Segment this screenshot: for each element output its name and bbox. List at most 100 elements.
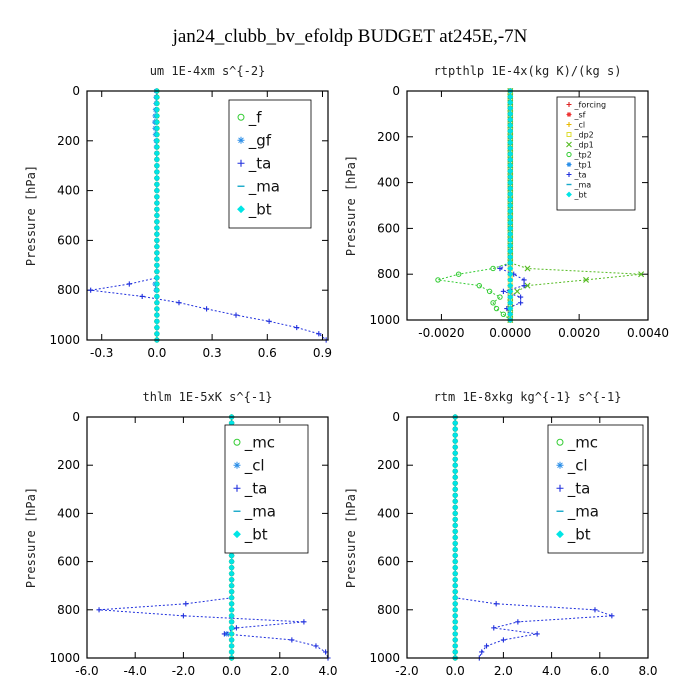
y-tick-label: 400 xyxy=(57,506,80,520)
legend-label: _ta xyxy=(244,480,268,499)
legend-marker xyxy=(233,484,241,492)
data-point xyxy=(497,294,503,300)
x-tick-label: 4.0 xyxy=(318,664,337,678)
y-tick-label: 200 xyxy=(377,130,400,144)
axis-ticks: -6.0 -4.0 -2.0 0.0 2.0 4.0 0 200 400 600 800 1000 xyxy=(49,410,337,678)
legend-item: _mc xyxy=(556,434,598,453)
data-point xyxy=(507,254,514,261)
data-point xyxy=(294,324,300,331)
data-point xyxy=(153,224,160,231)
data-point xyxy=(153,318,160,325)
y-tick-label: 1000 xyxy=(49,333,80,347)
data-point xyxy=(500,637,506,643)
data-point xyxy=(228,636,235,643)
data-point xyxy=(452,618,459,625)
data-point xyxy=(233,625,240,631)
x-tick-label: 2.0 xyxy=(270,664,289,678)
data-point xyxy=(490,300,496,306)
data-point xyxy=(483,643,490,649)
data-point xyxy=(452,504,459,511)
data-point xyxy=(497,265,503,272)
legend-item: _gf xyxy=(237,132,272,151)
legend-label: _dp2 xyxy=(574,130,594,139)
data-point xyxy=(452,570,459,577)
x-tick-label: 0.3 xyxy=(203,346,222,360)
data-point xyxy=(452,576,459,583)
data-point xyxy=(500,288,506,294)
axis-ticks: -0.3 0.0 0.3 0.6 0.9 0 200 400 600 800 1000 xyxy=(49,84,332,360)
data-point xyxy=(228,600,235,607)
data-point xyxy=(507,288,514,295)
legend-label: _ta xyxy=(574,170,587,179)
panel-title: thlm 1E-5xK s^{-1} xyxy=(142,390,272,404)
y-tick-label: 200 xyxy=(377,458,400,472)
plot-frame xyxy=(406,90,649,321)
data-point xyxy=(452,588,459,595)
legend-label: _forcing xyxy=(574,100,607,109)
data-point xyxy=(153,168,160,175)
data-point xyxy=(153,218,160,225)
data-point xyxy=(514,288,521,295)
data-point xyxy=(507,168,514,175)
data-point xyxy=(228,624,235,631)
data-point xyxy=(452,498,459,505)
data-point xyxy=(435,277,441,283)
data-point xyxy=(228,570,235,577)
data-point xyxy=(228,630,235,637)
x-tick-label: 0.0 xyxy=(446,664,465,678)
legend-marker xyxy=(566,172,572,177)
data-point xyxy=(153,119,160,126)
x-tick-label: 0.0 xyxy=(222,664,241,678)
data-point xyxy=(507,162,514,169)
data-point xyxy=(500,311,507,317)
x-tick-label: 0.0020 xyxy=(558,326,600,340)
legend-label: _dp1 xyxy=(574,140,594,149)
legend-item: _dp1 xyxy=(566,140,594,149)
data-point xyxy=(180,613,186,619)
data-point xyxy=(153,293,160,300)
y-tick-label: 800 xyxy=(377,603,400,617)
data-point xyxy=(153,206,160,213)
y-tick-label: 1000 xyxy=(49,651,80,665)
y-tick-label: 200 xyxy=(57,134,80,148)
y-tick-label: 400 xyxy=(377,176,400,190)
y-axis-label: Pressure [hPa] xyxy=(344,487,358,588)
y-tick-label: 800 xyxy=(57,283,80,297)
legend-item: _f xyxy=(237,109,262,128)
data-point xyxy=(153,237,160,244)
data-point xyxy=(507,213,514,220)
legend-marker xyxy=(566,141,572,148)
legend-item: _sf xyxy=(566,110,586,119)
data-point xyxy=(228,558,235,565)
legend-item: _ta xyxy=(237,155,271,174)
data-point xyxy=(507,145,514,152)
x-tick-label: 0.0040 xyxy=(627,326,669,340)
data-point xyxy=(507,133,514,140)
data-point xyxy=(521,283,527,289)
data-point xyxy=(452,552,459,559)
data-point xyxy=(153,305,160,312)
legend-item: _ta xyxy=(556,480,590,499)
plot-area xyxy=(435,87,645,324)
axis-ticks: -2.0 0.0 2.0 4.0 6.0 8.0 0 200 400 600 800 1000 xyxy=(369,410,657,678)
data-point xyxy=(228,588,235,595)
data-point xyxy=(507,196,514,203)
x-tick-label: 0.9 xyxy=(313,346,332,360)
data-point xyxy=(452,486,459,493)
legend-item: _bt xyxy=(556,526,591,545)
legend-marker xyxy=(233,461,241,469)
data-point xyxy=(153,106,160,113)
legend-item: _ma xyxy=(566,180,591,189)
series-tp2 xyxy=(435,88,513,323)
data-point xyxy=(524,282,531,289)
data-point xyxy=(507,185,514,192)
data-point xyxy=(301,619,307,625)
y-axis-label: Pressure [hPa] xyxy=(24,487,38,588)
legend: _forcing_sf_cl_dp2_dp1_tp2_tp1_ta_ma_bt xyxy=(556,96,636,211)
data-point xyxy=(126,281,132,287)
legend-marker xyxy=(566,151,572,158)
data-point xyxy=(507,110,514,117)
series-bt xyxy=(507,87,514,324)
data-point xyxy=(452,630,459,637)
chart-panel-2: rtpthlp 1E-4x(kg K)/(kg s) Pressure [hPa]… xyxy=(344,64,669,340)
